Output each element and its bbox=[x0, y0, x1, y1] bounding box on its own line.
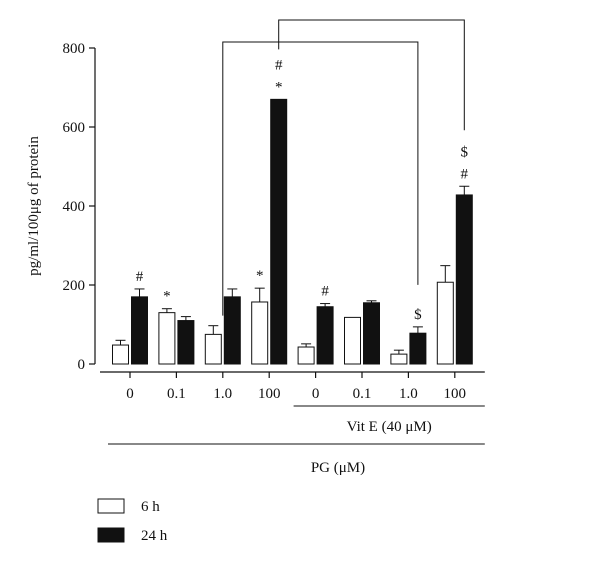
x-tick-label: 0 bbox=[126, 386, 134, 402]
y-axis-label: pg/ml/100μg of protein bbox=[26, 136, 42, 276]
comparison-brackets bbox=[222, 19, 465, 316]
x-tick-label: 0 bbox=[312, 386, 320, 402]
significance-mark: # bbox=[321, 284, 329, 300]
bar-24h-7 bbox=[455, 194, 473, 365]
bar-24h-0 bbox=[131, 296, 148, 365]
comparison-bracket bbox=[222, 41, 419, 316]
x-tick-label: 100 bbox=[444, 386, 467, 402]
significance-mark: # bbox=[275, 57, 283, 73]
bar-24h-1 bbox=[177, 320, 195, 365]
bar-6h-4 bbox=[297, 346, 315, 365]
comparison-bracket bbox=[278, 19, 465, 131]
y-tick-label: 800 bbox=[63, 41, 86, 57]
significance-mark: * bbox=[256, 268, 264, 284]
legend-label: 24 h bbox=[141, 528, 168, 544]
y-tick-label: 600 bbox=[63, 120, 86, 136]
error-bars bbox=[115, 185, 470, 355]
significance-mark: # bbox=[136, 269, 144, 285]
legend: 6 h 24 h bbox=[97, 498, 168, 544]
significance-mark: $ bbox=[461, 144, 469, 160]
bar-6h-7 bbox=[436, 281, 454, 365]
bar-6h-2 bbox=[204, 333, 222, 365]
bar-6h-3 bbox=[251, 301, 269, 365]
bars bbox=[112, 98, 473, 365]
bar-24h-6 bbox=[409, 332, 427, 365]
group-labels: Vit E (40 μM) PG (μM) bbox=[108, 405, 485, 476]
pg-group-label: PG (μM) bbox=[311, 460, 365, 476]
bar-6h-5 bbox=[344, 316, 361, 365]
significance-mark: $ bbox=[414, 307, 422, 323]
y-tick-label: 0 bbox=[78, 357, 86, 373]
x-tick-label: 100 bbox=[258, 386, 281, 402]
x-tick-label: 0.1 bbox=[167, 386, 186, 402]
bar-6h-0 bbox=[112, 344, 129, 365]
legend-swatch bbox=[97, 527, 125, 543]
bar-24h-3 bbox=[270, 98, 288, 365]
legend-swatch bbox=[97, 498, 125, 514]
significance-mark: * bbox=[163, 289, 171, 305]
x-axis: 0 0.1 1.0 100 0 0.1 1.0 100 bbox=[100, 371, 485, 402]
x-tick-label: 0.1 bbox=[353, 386, 372, 402]
significance-mark: # bbox=[461, 166, 469, 182]
x-tick-label: 1.0 bbox=[213, 386, 232, 402]
vit-e-group-label: Vit E (40 μM) bbox=[347, 419, 432, 435]
bar-6h-1 bbox=[158, 312, 176, 365]
significance-annotations: # * * * # # $ # $ bbox=[136, 57, 469, 323]
significance-mark: * bbox=[275, 79, 283, 95]
x-tick-label: 1.0 bbox=[399, 386, 418, 402]
bar-24h-2 bbox=[223, 296, 241, 365]
bar-6h-6 bbox=[390, 353, 408, 365]
y-tick-label: 400 bbox=[63, 199, 86, 215]
y-axis: 0 200 400 600 800 bbox=[63, 41, 96, 373]
y-tick-label: 200 bbox=[63, 278, 86, 294]
legend-label: 6 h bbox=[141, 499, 160, 515]
bar-24h-4 bbox=[316, 306, 334, 365]
bar-24h-5 bbox=[363, 302, 380, 365]
